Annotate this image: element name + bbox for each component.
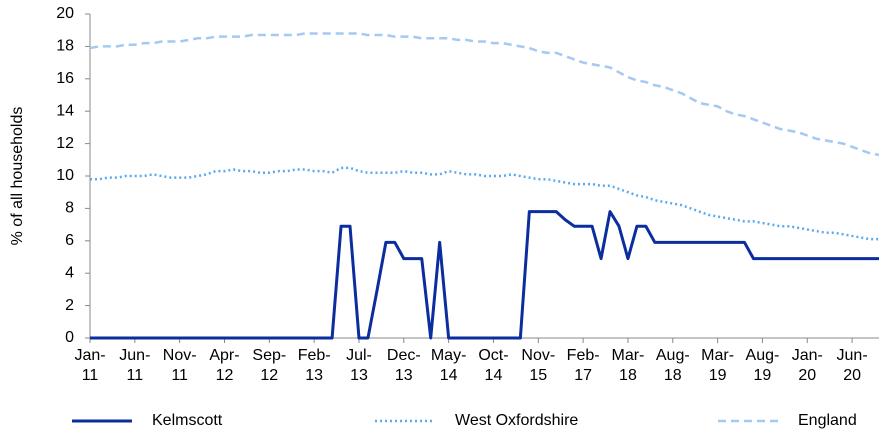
x-tick-label: Sep-12 (252, 347, 287, 384)
y-tick-label: 20 (56, 5, 74, 22)
x-tick-label: Nov-11 (162, 347, 197, 384)
x-tick-label: Aug-18 (655, 347, 690, 384)
x-tick-label: Jan-11 (74, 347, 106, 384)
legend-label: West Oxfordshire (455, 412, 578, 429)
x-tick-label: Feb-17 (566, 347, 600, 384)
x-tick-label: Jun-11 (119, 347, 151, 384)
x-tick-label: Feb-13 (297, 347, 331, 384)
y-tick-label: 6 (65, 232, 74, 249)
y-tick-label: 0 (65, 329, 74, 346)
y-axis-label: % of all households (9, 107, 26, 246)
x-tick-label: Jun-20 (836, 347, 868, 384)
x-tick-label: Oct-14 (478, 347, 509, 384)
x-tick-label: Mar-19 (701, 347, 735, 384)
x-tick-label: Jul-13 (346, 347, 372, 384)
series-line (90, 166, 879, 241)
y-tick-label: 2 (65, 297, 74, 314)
y-tick-label: 14 (56, 102, 74, 119)
y-tick-label: 4 (65, 264, 74, 281)
x-tick-label: Dec-13 (386, 347, 421, 384)
y-tick-label: 18 (56, 38, 74, 55)
x-tick-label: Aug-19 (745, 347, 780, 384)
series-line (90, 210, 879, 340)
legend-label: England (798, 412, 857, 429)
x-tick-label: May-14 (430, 347, 467, 384)
x-tick-label: Apr-12 (209, 347, 240, 384)
x-tick-label: Jan-20 (791, 347, 823, 384)
x-tick-label: Mar-18 (611, 347, 645, 384)
series-line (89, 32, 879, 157)
y-tick-label: 16 (56, 70, 74, 87)
y-tick-label: 8 (65, 200, 74, 217)
y-tick-label: 10 (56, 167, 74, 184)
y-tick-label: 12 (56, 135, 74, 152)
x-tick-label: Nov-15 (521, 347, 556, 384)
legend-label: Kelmscott (152, 412, 223, 429)
